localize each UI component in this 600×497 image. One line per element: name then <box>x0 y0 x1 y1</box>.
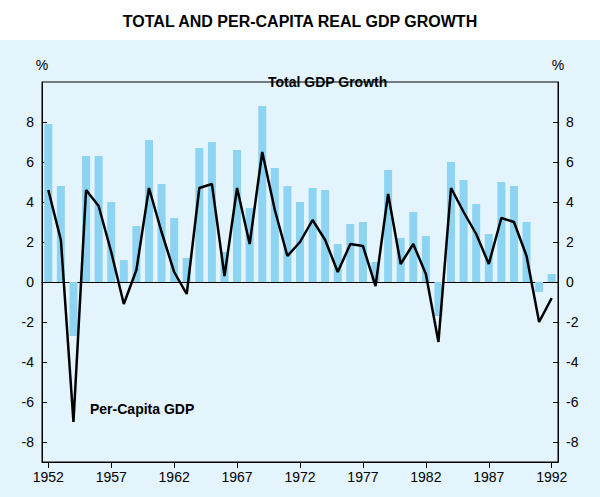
svg-text:1972: 1972 <box>284 469 315 485</box>
svg-text:1992: 1992 <box>536 469 567 485</box>
svg-text:0: 0 <box>26 274 34 290</box>
svg-text:Total GDP Growth: Total GDP Growth <box>268 74 387 90</box>
svg-text:%: % <box>36 57 48 73</box>
svg-text:2: 2 <box>26 234 34 250</box>
svg-text:-6: -6 <box>22 394 35 410</box>
svg-text:-4: -4 <box>22 354 35 370</box>
svg-text:1957: 1957 <box>96 469 127 485</box>
svg-text:4: 4 <box>26 194 34 210</box>
svg-text:6: 6 <box>566 154 574 170</box>
svg-text:-6: -6 <box>566 394 579 410</box>
svg-text:%: % <box>552 57 564 73</box>
svg-text:8: 8 <box>566 114 574 130</box>
svg-text:4: 4 <box>566 194 574 210</box>
svg-text:TOTAL AND PER-CAPITA REAL GDP: TOTAL AND PER-CAPITA REAL GDP GROWTH <box>123 13 477 30</box>
svg-text:1967: 1967 <box>221 469 252 485</box>
svg-text:0: 0 <box>566 274 574 290</box>
svg-text:-2: -2 <box>566 314 579 330</box>
svg-text:2: 2 <box>566 234 574 250</box>
svg-text:6: 6 <box>26 154 34 170</box>
svg-text:1987: 1987 <box>473 469 504 485</box>
svg-text:-8: -8 <box>22 434 35 450</box>
svg-text:1977: 1977 <box>347 469 378 485</box>
svg-text:1962: 1962 <box>159 469 190 485</box>
svg-text:-8: -8 <box>566 434 579 450</box>
svg-text:-4: -4 <box>566 354 579 370</box>
svg-text:1952: 1952 <box>33 469 64 485</box>
svg-text:Per-Capita GDP: Per-Capita GDP <box>90 401 194 417</box>
svg-text:8: 8 <box>26 114 34 130</box>
svg-text:-2: -2 <box>22 314 35 330</box>
svg-text:1982: 1982 <box>410 469 441 485</box>
